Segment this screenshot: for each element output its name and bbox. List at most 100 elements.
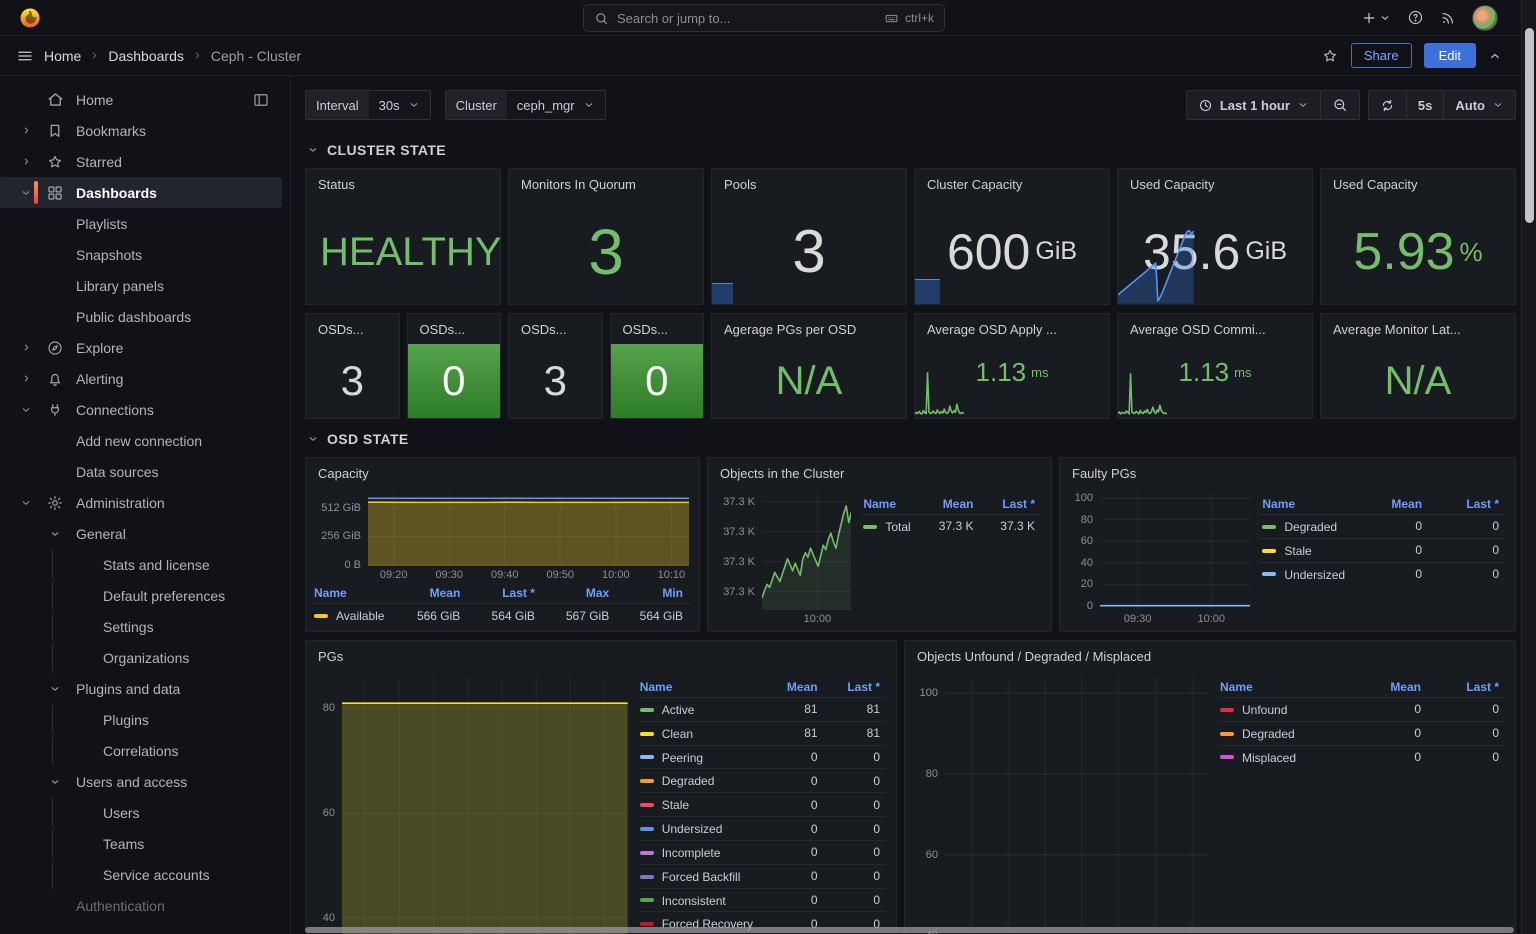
panel-title[interactable]: OSDs... bbox=[408, 314, 501, 344]
edit-button[interactable]: Edit bbox=[1424, 43, 1476, 68]
series-name[interactable]: Unfound bbox=[1242, 703, 1287, 717]
sidebar-item-data-sources[interactable]: Data sources bbox=[0, 456, 282, 487]
panel-title[interactable]: Average OSD Commi... bbox=[1118, 314, 1312, 344]
legend-header[interactable]: Last * bbox=[466, 583, 541, 604]
legend-header[interactable]: Last * bbox=[824, 677, 886, 698]
sidebar-item-users-and-access[interactable]: Users and access bbox=[0, 766, 282, 797]
legend-header[interactable]: Min bbox=[615, 583, 689, 604]
plot-area[interactable] bbox=[762, 494, 851, 610]
panel-title[interactable]: Status bbox=[306, 169, 500, 199]
star-icon[interactable] bbox=[1321, 47, 1339, 65]
legend-header[interactable]: Name bbox=[638, 677, 759, 698]
faulty-pgs-chart[interactable]: 10080604020009:3010:00NameMeanLast *Degr… bbox=[1060, 488, 1515, 631]
panel-title[interactable]: Objects Unfound / Degraded / Misplaced bbox=[905, 641, 1515, 671]
legend-header[interactable]: Mean bbox=[759, 677, 824, 698]
sidebar-item-service-accounts[interactable]: Service accounts bbox=[52, 859, 282, 890]
panel-title[interactable]: OSDs... bbox=[509, 314, 602, 344]
chevron-down-icon[interactable] bbox=[18, 497, 34, 509]
sidebar-item-add-new-connection[interactable]: Add new connection bbox=[0, 425, 282, 456]
legend-header[interactable]: Name bbox=[1260, 494, 1351, 515]
panel-title[interactable]: OSDs... bbox=[611, 314, 704, 344]
series-name[interactable]: Peering bbox=[662, 750, 703, 764]
grafana-logo-icon[interactable] bbox=[18, 6, 42, 30]
panel-title[interactable]: PGs bbox=[306, 641, 896, 671]
search-input[interactable]: Search or jump to... ctrl+k bbox=[583, 4, 945, 32]
sidebar-item-users[interactable]: Users bbox=[52, 797, 282, 828]
legend-header[interactable]: Name bbox=[1218, 677, 1349, 698]
sidebar-item-playlists[interactable]: Playlists bbox=[0, 208, 282, 239]
panel-title[interactable]: Pools bbox=[712, 169, 906, 199]
plot-area[interactable] bbox=[342, 677, 628, 934]
chevron-down-icon[interactable] bbox=[44, 683, 66, 695]
series-name[interactable]: Inconsistent bbox=[662, 893, 726, 907]
series-name[interactable]: Available bbox=[336, 609, 384, 623]
panel-title[interactable]: Faulty PGs bbox=[1060, 458, 1515, 488]
legend-header[interactable]: Mean bbox=[1351, 494, 1428, 515]
help-button[interactable] bbox=[1407, 9, 1424, 26]
vertical-scrollbar-thumb[interactable] bbox=[1525, 28, 1534, 223]
series-name[interactable]: Incomplete bbox=[662, 846, 721, 860]
plot-area[interactable] bbox=[945, 677, 1208, 934]
chevron-down-icon[interactable] bbox=[18, 404, 34, 416]
sidebar-item-teams[interactable]: Teams bbox=[52, 828, 282, 859]
series-name[interactable]: Degraded bbox=[662, 774, 715, 788]
sidebar-item-dashboards[interactable]: Dashboards bbox=[0, 177, 282, 208]
sidebar-item-plugins[interactable]: Plugins bbox=[52, 704, 282, 735]
legend-header[interactable]: Mean bbox=[917, 494, 980, 515]
panel-title[interactable]: Agerage PGs per OSD bbox=[712, 314, 906, 344]
legend-header[interactable]: Last * bbox=[979, 494, 1041, 515]
pgs-chart[interactable]: 80604020NameMeanLast *Active8181Clean818… bbox=[306, 671, 896, 934]
chevron-right-icon[interactable] bbox=[18, 125, 34, 136]
refresh-interval-value[interactable]: 5s bbox=[1406, 91, 1443, 119]
section-cluster-state[interactable]: CLUSTER STATE bbox=[307, 142, 1516, 158]
chevron-down-icon[interactable] bbox=[18, 187, 34, 199]
sidebar-item-administration[interactable]: Administration bbox=[0, 487, 282, 518]
sidebar-item-snapshots[interactable]: Snapshots bbox=[0, 239, 282, 270]
time-range-picker[interactable]: Last 1 hour bbox=[1187, 91, 1320, 119]
panel-title[interactable]: Objects in the Cluster bbox=[708, 458, 1051, 488]
series-name[interactable]: Clean bbox=[662, 727, 693, 741]
panel-title[interactable]: Monitors In Quorum bbox=[509, 169, 703, 199]
vertical-scrollbar[interactable] bbox=[1521, 0, 1536, 934]
series-name[interactable]: Total bbox=[885, 520, 910, 534]
chevron-down-icon[interactable] bbox=[44, 776, 66, 788]
chevron-right-icon[interactable] bbox=[18, 156, 34, 167]
legend-header[interactable]: Name bbox=[312, 583, 390, 604]
series-name[interactable]: Stale bbox=[662, 798, 689, 812]
new-button[interactable] bbox=[1361, 10, 1391, 26]
zoom-out-button[interactable] bbox=[1320, 91, 1359, 119]
series-name[interactable]: Undersized bbox=[1284, 567, 1345, 581]
panel-title[interactable]: Average OSD Apply ... bbox=[915, 314, 1109, 344]
sidebar-item-authentication[interactable]: Authentication bbox=[0, 890, 282, 921]
series-name[interactable]: Degraded bbox=[1284, 520, 1337, 534]
chevron-up-icon[interactable] bbox=[1488, 49, 1502, 63]
interval-picker[interactable]: Interval 30s bbox=[305, 90, 431, 120]
breadcrumb-dashboards[interactable]: Dashboards bbox=[108, 48, 184, 64]
chevron-right-icon[interactable] bbox=[18, 342, 34, 353]
sidebar-item-default-preferences[interactable]: Default preferences bbox=[52, 580, 282, 611]
sidebar-item-explore[interactable]: Explore bbox=[0, 332, 282, 363]
series-name[interactable]: Degraded bbox=[1242, 727, 1295, 741]
legend-header[interactable]: Name bbox=[861, 494, 916, 515]
legend-header[interactable]: Mean bbox=[1349, 677, 1427, 698]
user-avatar[interactable] bbox=[1472, 5, 1498, 31]
dock-menu-icon[interactable] bbox=[252, 91, 270, 109]
chevron-right-icon[interactable] bbox=[18, 373, 34, 384]
refresh-interval-picker[interactable]: Auto bbox=[1443, 91, 1515, 119]
series-name[interactable]: Undersized bbox=[662, 822, 723, 836]
sidebar-item-settings[interactable]: Settings bbox=[52, 611, 282, 642]
sidebar-item-public-dashboards[interactable]: Public dashboards bbox=[0, 301, 282, 332]
panel-title[interactable]: Cluster Capacity bbox=[915, 169, 1109, 199]
news-button[interactable] bbox=[1440, 10, 1456, 26]
sidebar-item-library-panels[interactable]: Library panels bbox=[0, 270, 282, 301]
legend-header[interactable]: Last * bbox=[1427, 677, 1505, 698]
legend-header[interactable]: Last * bbox=[1428, 494, 1505, 515]
panel-title[interactable]: Used Capacity bbox=[1321, 169, 1515, 199]
menu-toggle-icon[interactable] bbox=[16, 47, 34, 65]
sidebar-item-general[interactable]: General bbox=[0, 518, 282, 549]
sidebar-item-correlations[interactable]: Correlations bbox=[52, 735, 282, 766]
horizontal-scrollbar[interactable] bbox=[305, 927, 1514, 933]
series-name[interactable]: Misplaced bbox=[1242, 750, 1296, 764]
objects-unfound-chart[interactable]: 10080604020NameMeanLast *Unfound00Degrad… bbox=[905, 671, 1515, 934]
share-button[interactable]: Share bbox=[1351, 43, 1412, 68]
